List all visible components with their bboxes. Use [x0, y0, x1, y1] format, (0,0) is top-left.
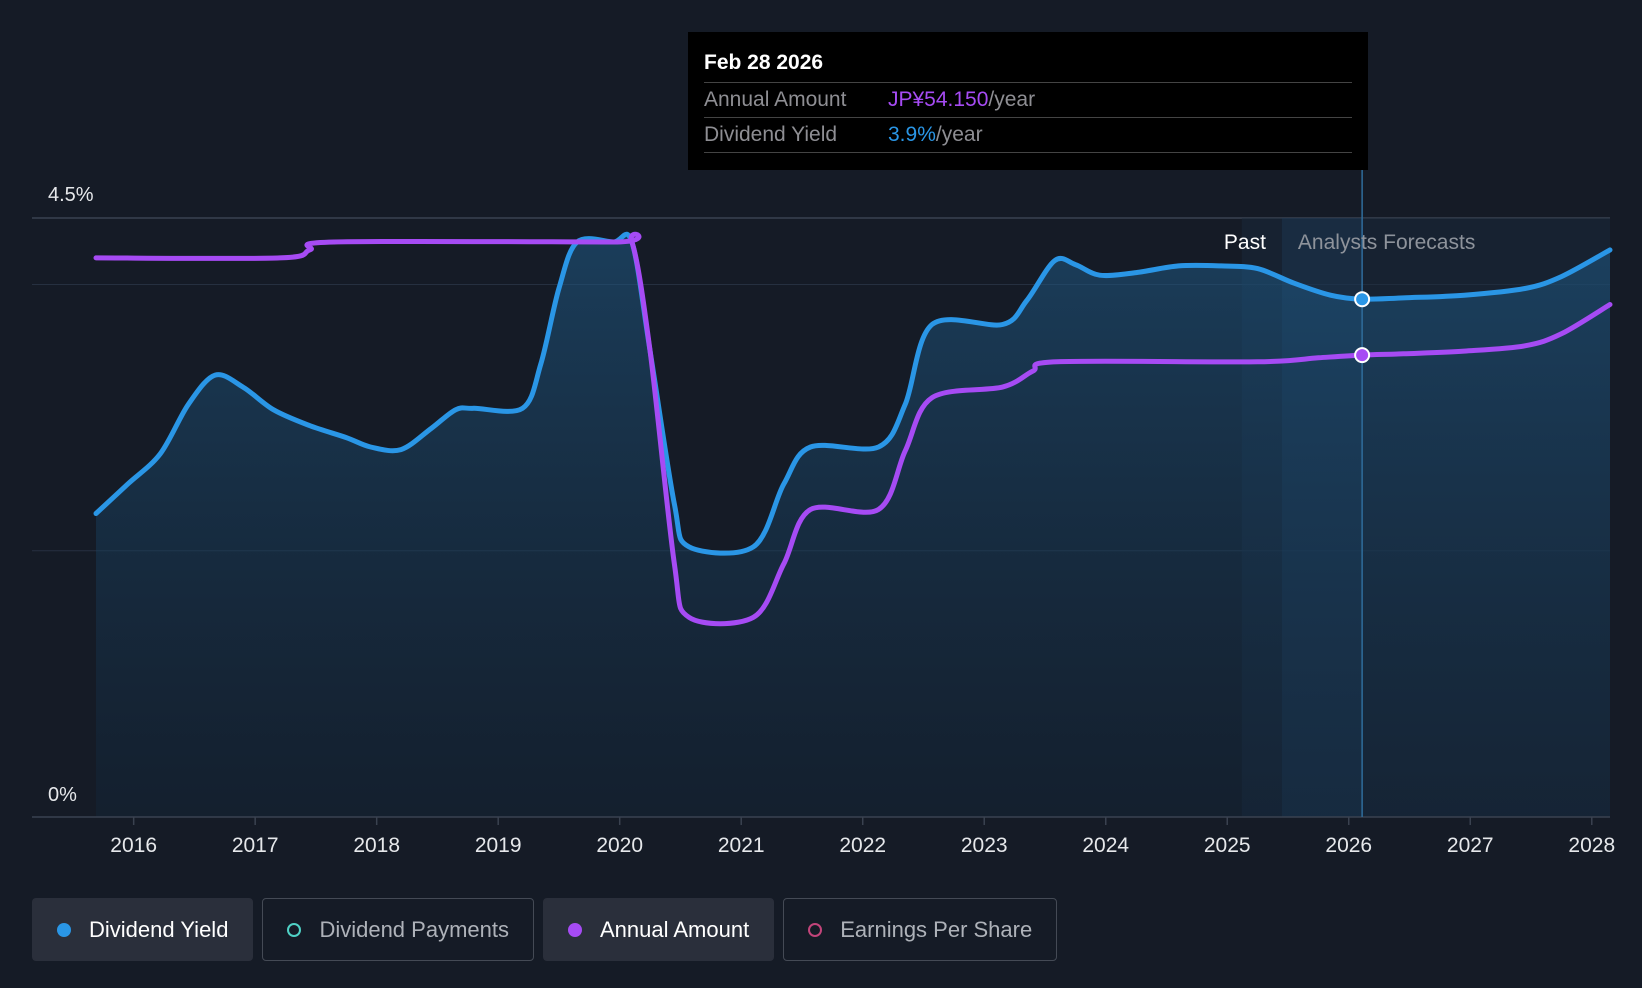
- x-tick-label-2021: 2021: [718, 834, 765, 857]
- legend-dividend-yield-label: Dividend Yield: [89, 916, 229, 942]
- dividend-yield-marker: [1354, 291, 1371, 308]
- legend: Dividend Yield Dividend Payments Annual …: [32, 898, 1058, 961]
- x-tick-label-2019: 2019: [475, 834, 522, 857]
- legend-annual-amount-dot-icon: [567, 922, 582, 937]
- forecast-label: Analysts Forecasts: [1298, 231, 1475, 254]
- tooltip-annual-unit: /year: [988, 88, 1036, 111]
- x-tick-label-2026: 2026: [1325, 834, 1372, 857]
- x-tick-label-2017: 2017: [232, 834, 279, 857]
- x-tick-label-2024: 2024: [1082, 834, 1129, 857]
- legend-earnings-per-share-dot-icon: [808, 922, 823, 937]
- tooltip-yield-label: Dividend Yield: [704, 123, 838, 146]
- x-tick-label-2018: 2018: [353, 834, 400, 857]
- legend-annual-amount-label: Annual Amount: [599, 916, 750, 942]
- tooltip-yield-unit: /year: [935, 123, 983, 146]
- legend-dividend-yield[interactable]: Dividend Yield: [32, 898, 254, 961]
- y-tick-label-top: 4.5%: [48, 184, 94, 206]
- dividend-yield-area: [96, 234, 1610, 817]
- past-label: Past: [1224, 231, 1266, 254]
- x-tick-label-2027: 2027: [1447, 834, 1494, 857]
- x-tick-label-2028: 2028: [1568, 834, 1615, 857]
- x-tick-label-2020: 2020: [596, 834, 643, 857]
- legend-earnings-per-share[interactable]: Earnings Per Share: [783, 898, 1058, 961]
- legend-dividend-yield-dot-icon: [57, 922, 71, 937]
- legend-earnings-per-share-label: Earnings Per Share: [840, 916, 1033, 942]
- legend-dividend-payments-label: Dividend Payments: [319, 916, 509, 942]
- tooltip-annual-label: Annual Amount: [704, 88, 847, 111]
- legend-dividend-payments[interactable]: Dividend Payments: [262, 898, 534, 961]
- tooltip-annual-row: Annual Amount JP¥54.150/year: [704, 83, 1352, 118]
- legend-annual-amount[interactable]: Annual Amount: [542, 898, 775, 961]
- x-tick-label-2023: 2023: [961, 834, 1008, 857]
- x-tick-label-2016: 2016: [110, 834, 157, 857]
- tooltip-yield-value: 3.9%: [888, 123, 936, 146]
- dividend-yield-line: [93, 231, 1613, 556]
- tooltip-yield-row: Dividend Yield 3.9%/year: [704, 118, 1352, 153]
- annual-amount-marker: [1354, 347, 1371, 364]
- x-tick-label-2022: 2022: [839, 834, 886, 857]
- tooltip: Feb 28 2026 Annual Amount JP¥54.150/year …: [688, 32, 1368, 170]
- legend-dividend-payments-dot-icon: [287, 922, 302, 937]
- tooltip-date: Feb 28 2026: [704, 48, 1352, 83]
- x-tick-label-2025: 2025: [1204, 834, 1251, 857]
- y-tick-label-bottom: 0%: [48, 784, 77, 806]
- tooltip-annual-value: JP¥54.150: [888, 88, 989, 111]
